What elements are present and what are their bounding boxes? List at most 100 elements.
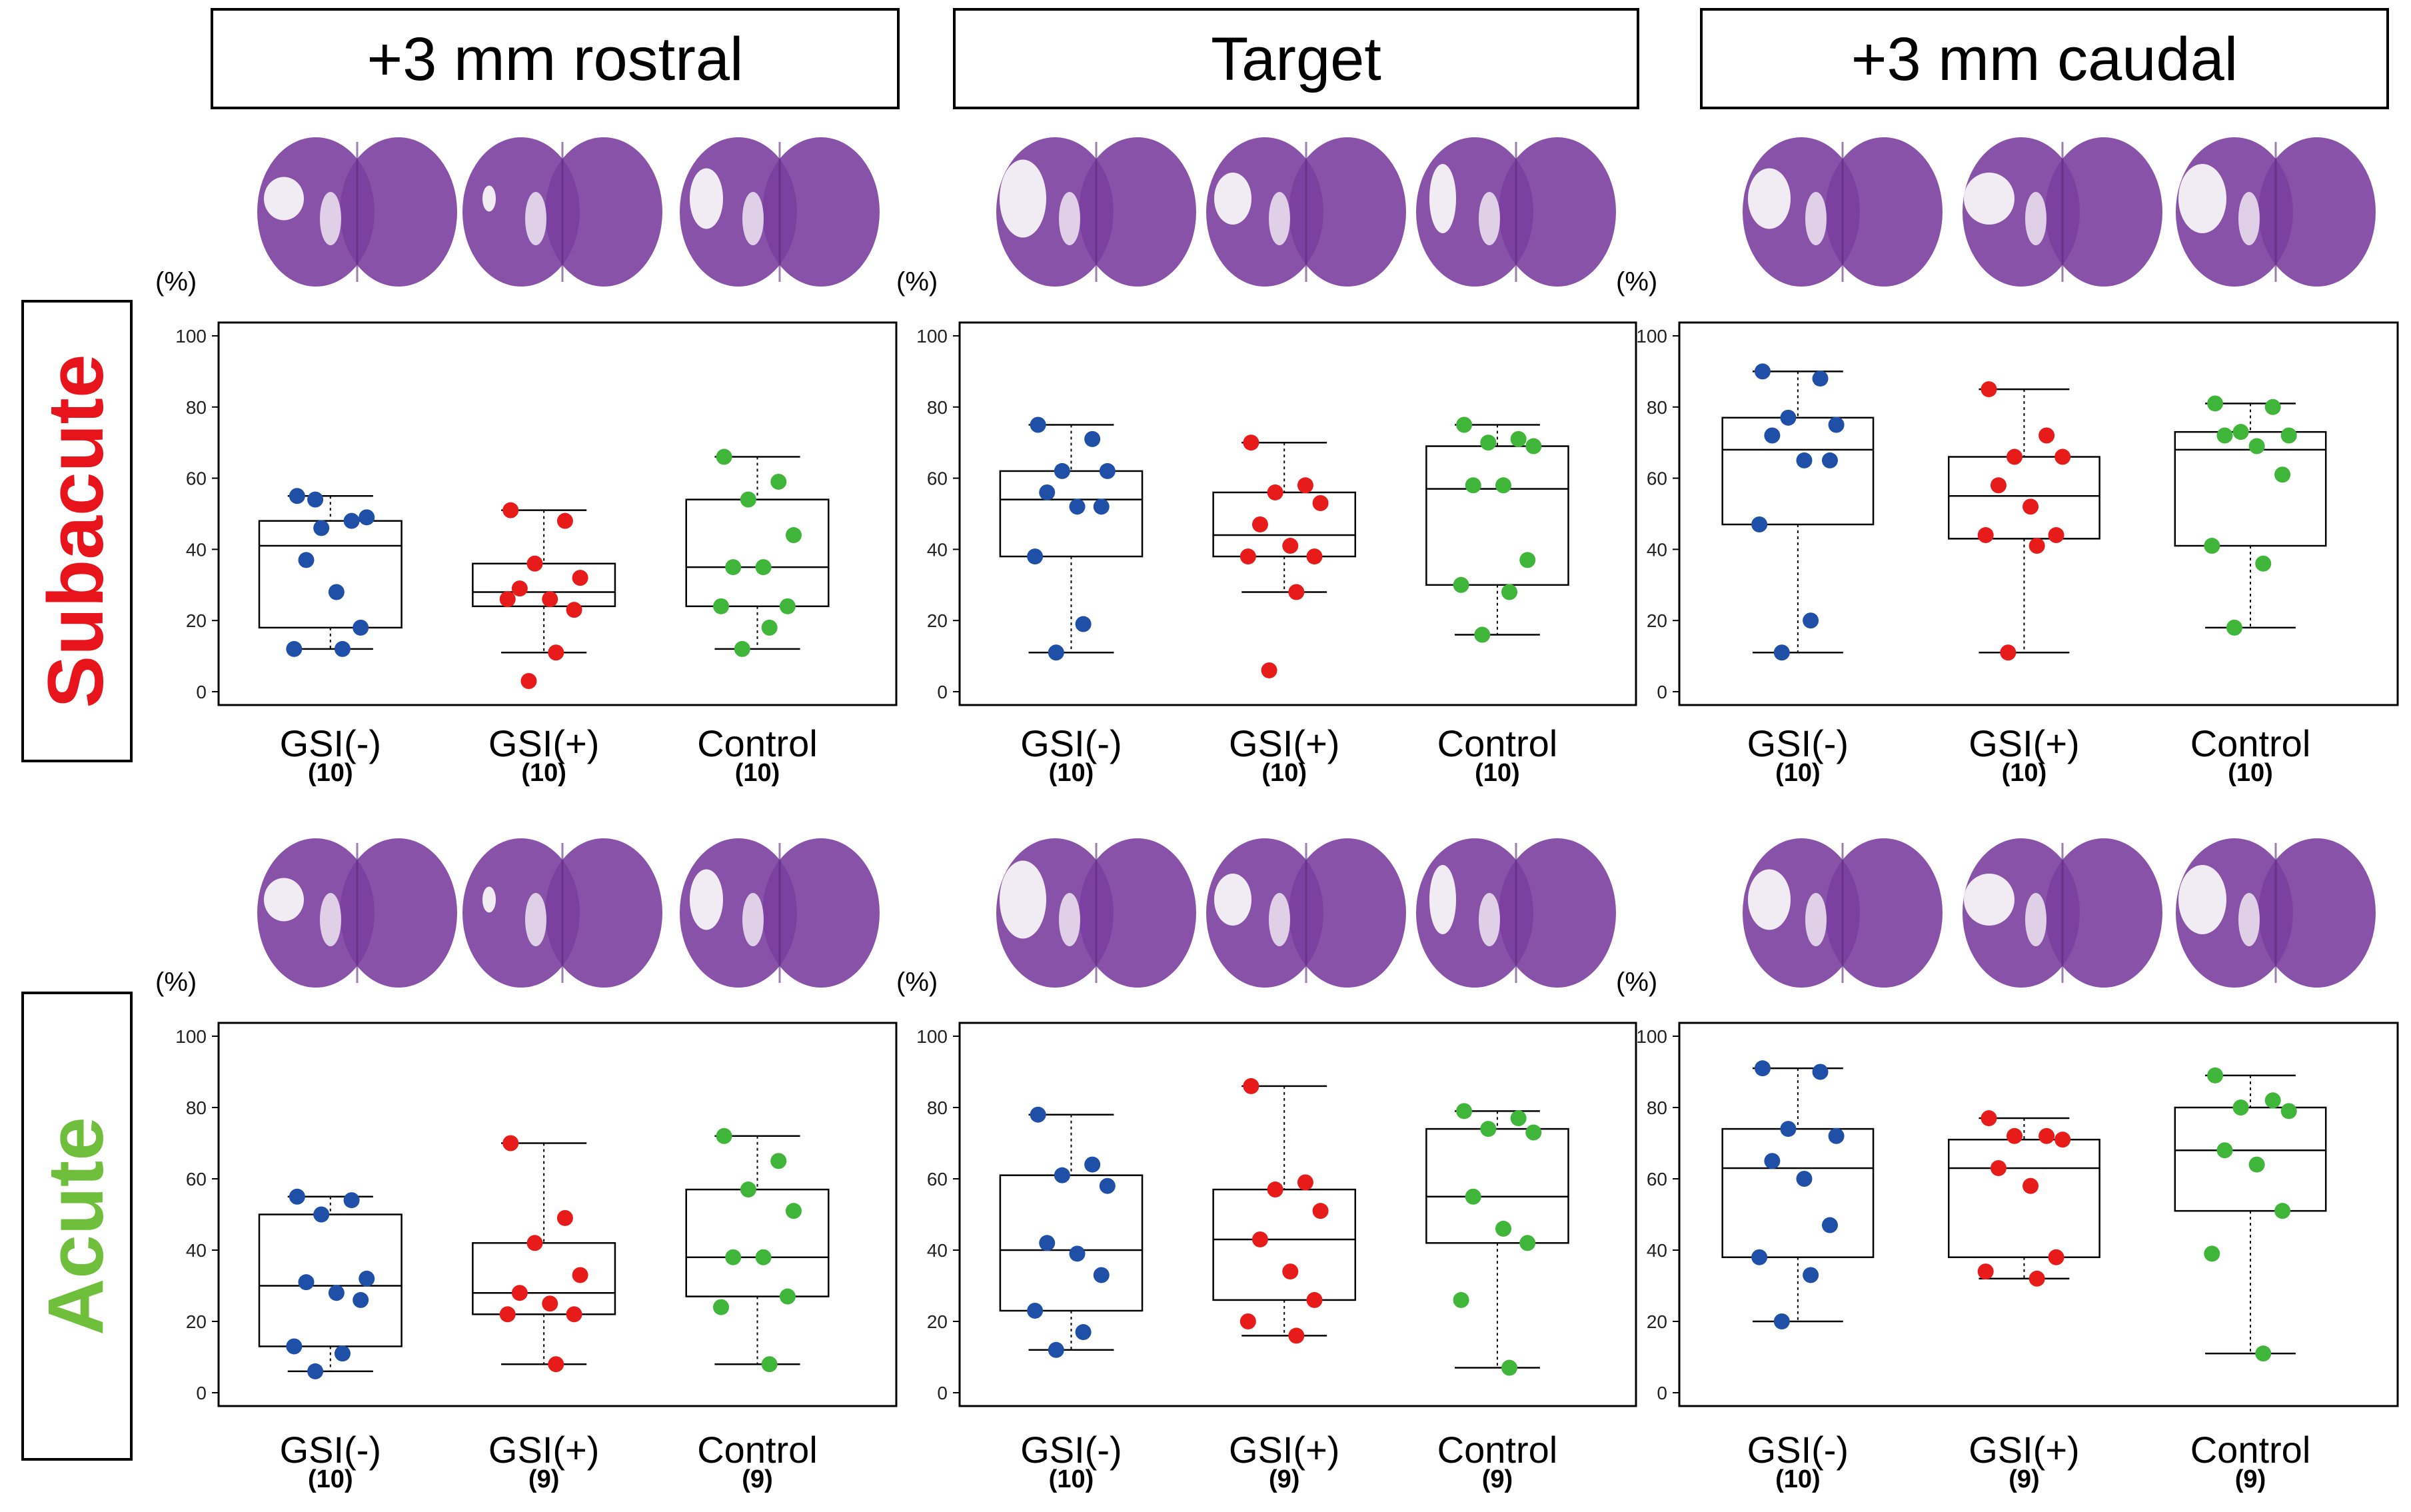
box [2174, 430, 2327, 547]
data-point [1288, 584, 1305, 600]
brain-section-image [1416, 137, 1616, 287]
data-point [1519, 552, 1536, 568]
n-label: (10) [308, 1465, 353, 1493]
data-point [1803, 1267, 1819, 1283]
data-point [1480, 434, 1497, 451]
data-point [2280, 1103, 2297, 1120]
column-header-rostral: +3 mm rostral [211, 8, 900, 109]
data-point [334, 1345, 351, 1362]
y-tick-label: 0 [196, 682, 207, 702]
data-point [499, 591, 516, 608]
data-point [1977, 1263, 1994, 1280]
data-point [1456, 416, 1473, 433]
brain-section-image [1743, 838, 1943, 988]
y-tick-label: 0 [937, 1383, 948, 1403]
box [1948, 1138, 2100, 1258]
chart-panel-subacute-target: 020406080100(%)GSI(-)(10)GSI(+)(10)Contr… [896, 267, 1637, 787]
data-point [740, 1181, 756, 1198]
data-point [328, 1285, 345, 1301]
data-point [1243, 434, 1259, 451]
data-point [1239, 548, 1256, 565]
series-gsi [472, 1135, 616, 1373]
data-point [1251, 1231, 1268, 1247]
data-point [2216, 1142, 2233, 1159]
data-point [1282, 1263, 1299, 1280]
data-point [2054, 1132, 2071, 1148]
data-point [520, 672, 537, 689]
data-point [1751, 516, 1768, 533]
data-point [499, 1306, 516, 1323]
y-tick-label: 100 [1636, 1026, 1667, 1047]
data-point [1075, 616, 1092, 632]
data-point [1480, 1121, 1497, 1137]
series-gsi [258, 1188, 402, 1379]
data-point [307, 491, 324, 508]
y-unit-label: (%) [896, 267, 938, 297]
n-label: (9) [2235, 1465, 2266, 1493]
data-point [1453, 1291, 1469, 1308]
n-label: (10) [2002, 759, 2047, 787]
data-point [2232, 424, 2249, 440]
data-point [2207, 395, 2224, 412]
box [1948, 456, 2100, 540]
y-tick-label: 40 [186, 539, 207, 560]
column-header-target-label: Target [1211, 25, 1381, 93]
data-point [1773, 1313, 1790, 1329]
y-tick-label: 0 [1657, 1383, 1667, 1403]
y-unit-label: (%) [896, 968, 938, 997]
data-point [556, 512, 573, 529]
data-point [2000, 644, 2016, 661]
y-tick-label: 40 [1647, 539, 1667, 560]
brain-section-image [1963, 137, 2162, 287]
category-label: GSI(+) [1969, 722, 2079, 764]
data-point [286, 1338, 303, 1355]
n-label: (10) [1475, 759, 1520, 787]
data-point [779, 1288, 796, 1305]
data-point [1312, 494, 1329, 511]
brain-section-image [680, 137, 880, 287]
brain-section-image [680, 838, 880, 988]
data-point [1803, 612, 1819, 629]
y-tick-label: 20 [1647, 610, 1667, 631]
data-point [298, 1274, 315, 1291]
data-point [1243, 1078, 1259, 1094]
column-header-rostral-label: +3 mm rostral [367, 25, 744, 93]
n-label: (9) [2009, 1465, 2039, 1493]
brain-section-image [1416, 838, 1616, 988]
data-point [1981, 381, 1997, 398]
data-point [1465, 1188, 1481, 1205]
data-point [2264, 398, 2281, 415]
data-point [1069, 498, 1086, 515]
y-unit-label: (%) [155, 267, 197, 297]
data-point [572, 1267, 588, 1283]
box [1212, 491, 1357, 558]
chart-panel-subacute-3-mm-rostral: 020406080100(%)GSI(-)(10)GSI(+)(10)Contr… [155, 267, 898, 787]
data-point [572, 570, 588, 586]
data-point [2048, 1249, 2064, 1265]
data-point [2274, 466, 2291, 483]
data-point [755, 559, 772, 576]
brain-section-image [462, 137, 662, 287]
y-tick-label: 40 [927, 539, 948, 560]
data-point [713, 598, 730, 614]
data-point [1048, 644, 1064, 661]
data-point [1099, 462, 1116, 479]
data-point [770, 473, 787, 490]
data-point [1977, 527, 1994, 544]
box [2174, 1106, 2327, 1212]
data-point [761, 1356, 778, 1373]
brain-sections [257, 137, 2376, 988]
data-point [2248, 438, 2265, 454]
brain-section-image [2176, 137, 2376, 287]
box [1212, 1188, 1357, 1301]
box [258, 520, 402, 629]
y-tick-label: 100 [916, 1026, 948, 1047]
data-point [1282, 538, 1299, 554]
brain-section-image [257, 137, 457, 287]
data-point [1093, 498, 1110, 515]
data-point [1754, 363, 1771, 380]
chart-panel-subacute-3-mm-caudal: 020406080100(%)GSI(-)(10)GSI(+)(10)Contr… [1616, 267, 2399, 787]
data-point [2232, 1100, 2249, 1116]
data-point [343, 1192, 360, 1209]
data-point [1030, 416, 1046, 433]
